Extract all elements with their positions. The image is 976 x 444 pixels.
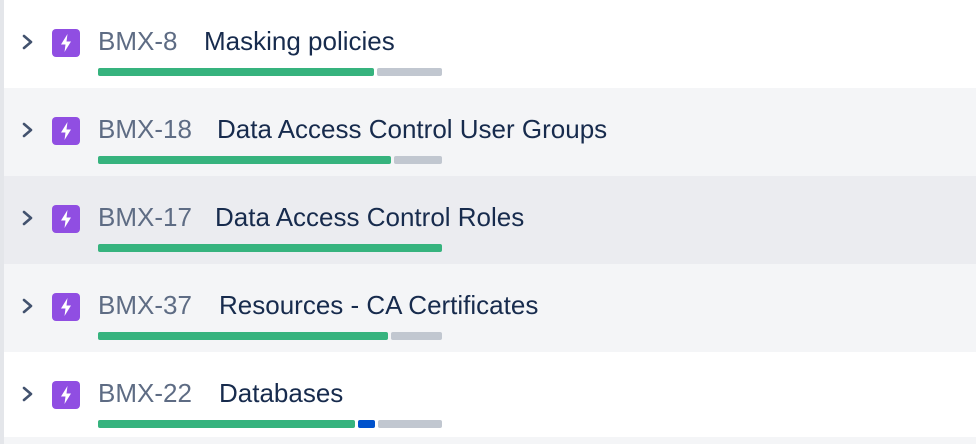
issue-summary: Data Access Control Roles <box>215 202 525 232</box>
progress-todo-segment <box>394 156 442 164</box>
chevron-right-icon[interactable] <box>20 120 36 140</box>
epic-lightning-icon <box>52 205 80 233</box>
issue-key[interactable]: BMX-18 <box>98 114 192 144</box>
epic-row[interactable]: BMX-8 Masking policies <box>4 0 976 88</box>
epic-lightning-icon <box>52 381 80 409</box>
issue-key[interactable]: BMX-17 <box>98 202 192 232</box>
epic-lightning-icon <box>52 293 80 321</box>
left-border <box>0 0 4 444</box>
progress-done-segment <box>98 244 442 252</box>
issue-key[interactable]: BMX-22 <box>98 378 192 408</box>
progress-bar <box>98 420 442 428</box>
issue-summary: Masking policies <box>204 26 395 56</box>
issue-summary: Databases <box>219 378 344 408</box>
issue-key[interactable]: BMX-37 <box>98 290 192 320</box>
progress-bar <box>98 244 442 252</box>
issue-summary: Data Access Control User Groups <box>217 114 608 144</box>
progress-done-segment <box>98 332 388 340</box>
epic-lightning-icon <box>52 29 80 57</box>
progress-done-segment <box>98 68 374 76</box>
epic-lightning-icon <box>52 117 80 145</box>
progress-in-progress-segment <box>358 420 375 428</box>
progress-todo-segment <box>378 420 442 428</box>
next-row-edge <box>4 437 976 444</box>
chevron-right-icon[interactable] <box>20 384 36 404</box>
chevron-right-icon[interactable] <box>20 296 36 316</box>
progress-todo-segment <box>377 68 442 76</box>
epic-row[interactable]: BMX-17 Data Access Control Roles <box>4 176 976 264</box>
issue-summary: Resources - CA Certificates <box>219 290 539 320</box>
issue-key[interactable]: BMX-8 <box>98 26 178 56</box>
progress-todo-segment <box>391 332 442 340</box>
progress-bar <box>98 332 442 340</box>
progress-bar <box>98 156 442 164</box>
chevron-right-icon[interactable] <box>20 208 36 228</box>
progress-bar <box>98 68 442 76</box>
epic-row[interactable]: BMX-18 Data Access Control User Groups <box>4 88 976 176</box>
epic-row[interactable]: BMX-22 Databases <box>4 352 976 440</box>
progress-done-segment <box>98 156 391 164</box>
chevron-right-icon[interactable] <box>20 32 36 52</box>
epic-row[interactable]: BMX-37 Resources - CA Certificates <box>4 264 976 352</box>
progress-done-segment <box>98 420 355 428</box>
